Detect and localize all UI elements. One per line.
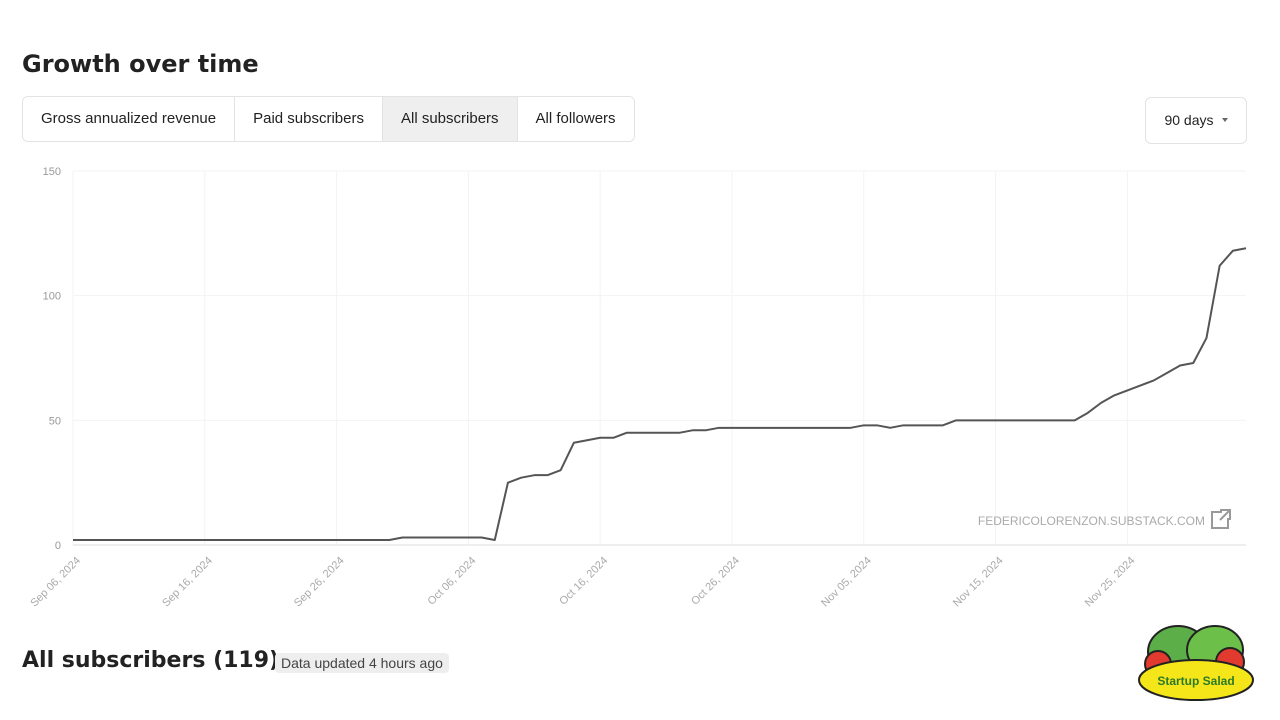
x-tick-label: Oct 26, 2024 [689, 555, 742, 608]
x-tick-label: Oct 16, 2024 [557, 555, 610, 608]
y-tick-label: 50 [49, 415, 61, 427]
data-line [73, 247, 1247, 542]
x-tick-label: Sep 26, 2024 [292, 555, 347, 610]
tab[interactable]: Gross annualized revenue [23, 97, 236, 141]
x-tick-label: Oct 06, 2024 [425, 555, 478, 608]
x-tick-label: Nov 15, 2024 [951, 555, 1006, 610]
plot: 0 50 100 150 Sep 06, 2024 Sep 16, 2024 Sep 26,… [28, 166, 1247, 610]
tab[interactable]: All subscribers [383, 97, 518, 141]
x-tick-label: Nov 05, 2024 [819, 555, 874, 610]
tab-bar: Gross annualized revenue Paid subscribers… [22, 96, 635, 142]
x-tick-label: Sep 06, 2024 [28, 555, 83, 610]
tab[interactable]: All followers [517, 97, 634, 141]
watermark: FEDERICOLORENZON.SUBSTACK.COM [978, 514, 1205, 528]
y-tick-label: 100 [43, 291, 61, 303]
footer-title: All subscribers (119) [22, 648, 280, 673]
update-badge: Data updated 4 hours ago [275, 653, 449, 673]
section-title: Growth over time [22, 50, 259, 78]
logo-text: Startup Salad [1157, 674, 1234, 688]
range-dropdown[interactable]: 90 days [1145, 97, 1247, 144]
logo-bowl [1138, 659, 1254, 701]
x-tick-label: Sep 16, 2024 [160, 555, 215, 610]
y-tick-label: 0 [55, 540, 61, 552]
external-link-icon [1211, 509, 1231, 529]
y-tick-label: 150 [43, 166, 61, 178]
tab[interactable]: Paid subscribers [235, 97, 383, 141]
x-tick-label: Nov 25, 2024 [1083, 555, 1138, 610]
logo: Startup Salad [1138, 625, 1254, 701]
